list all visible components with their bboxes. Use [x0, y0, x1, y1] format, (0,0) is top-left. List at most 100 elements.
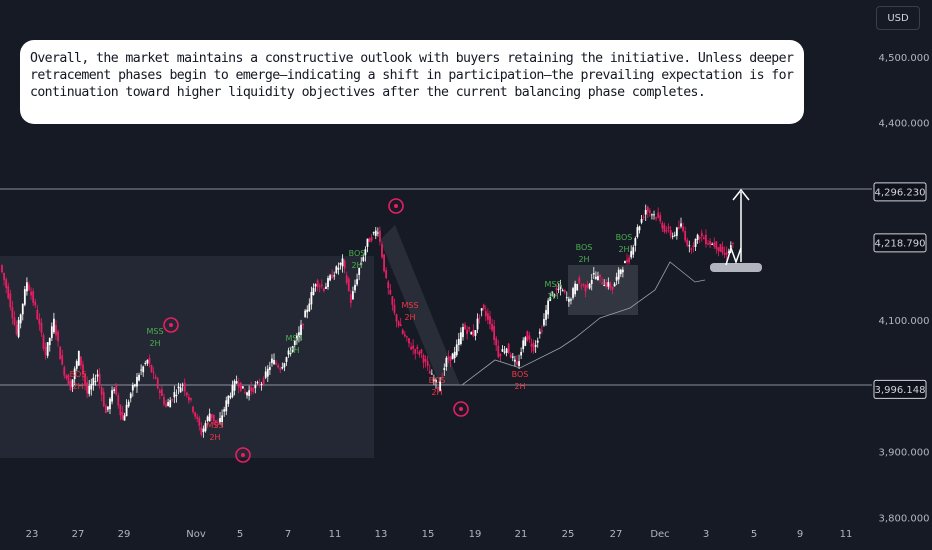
candle-body — [40, 322, 43, 333]
demand-zone — [568, 265, 638, 315]
bos-label: BOS — [70, 370, 87, 379]
candle-body — [73, 368, 76, 380]
price-axis[interactable]: 4,500.000 4,400.000 4,100.000 3,900.000 3,80… — [879, 53, 930, 525]
candle-body — [177, 386, 180, 389]
candle-body — [707, 243, 709, 245]
candle-body — [486, 313, 489, 320]
candle-body — [75, 361, 78, 369]
x-tick-label: 23 — [26, 529, 39, 540]
price-tag-box — [873, 233, 927, 253]
candle-body — [104, 405, 107, 414]
candle-body — [586, 284, 589, 288]
candle-body — [709, 241, 711, 245]
candle-body — [15, 325, 18, 334]
candle-body — [505, 348, 508, 353]
candle-body — [588, 283, 591, 289]
candle-body — [200, 427, 203, 435]
annotation-callout: Overall, the market maintains a construc… — [20, 40, 804, 124]
candle-body — [90, 383, 93, 390]
candle-body — [285, 357, 288, 362]
bos-label: BOS — [576, 243, 593, 252]
bos-tf-label: 2H — [578, 255, 589, 264]
candle-body — [594, 276, 597, 279]
candle-body — [38, 318, 41, 325]
candle-body — [482, 304, 485, 310]
candle-body — [84, 373, 86, 385]
candle-body — [140, 369, 143, 371]
x-tick-label: 15 — [422, 529, 435, 540]
price-tag: 4,296.230 — [873, 182, 927, 202]
candle-body — [65, 375, 68, 379]
candle-body — [470, 332, 473, 335]
candle-body — [50, 326, 53, 338]
structure-markers: MSS 2H BOS 2H MSS 2H MSS 2H BOS 2H MSS 2… — [70, 188, 762, 463]
candle-body — [322, 288, 325, 292]
candle-body — [657, 212, 660, 218]
candle-body — [345, 275, 348, 283]
candle-body — [528, 335, 531, 340]
candle-body — [617, 269, 620, 280]
mss-tf-label: 2H — [404, 313, 415, 322]
time-axis[interactable]: 23 27 29 Nov 5 7 11 13 15 19 21 25 27 Dec 3 5 9 11 — [26, 529, 853, 540]
candle-body — [680, 223, 682, 227]
candle-body — [675, 227, 678, 236]
candle-body — [129, 393, 132, 399]
y-tick-label: 4,400.000 — [879, 119, 930, 130]
bos-tf-label: 2H — [431, 388, 442, 397]
candle-body — [545, 310, 547, 320]
candle-body — [173, 392, 176, 398]
candle-body — [308, 303, 311, 312]
candle-body — [310, 292, 313, 305]
candle-body — [219, 418, 221, 423]
zigzag-projection — [725, 245, 742, 266]
candle-body — [160, 389, 163, 396]
candle-body — [387, 281, 390, 289]
candle-body — [171, 399, 174, 401]
candle-body — [445, 357, 448, 367]
candle-body — [391, 296, 394, 305]
candle-body — [408, 338, 410, 344]
candle-body — [125, 404, 128, 417]
candle-body — [493, 326, 496, 340]
candle-body — [196, 416, 199, 419]
candle-body — [7, 286, 10, 299]
candle-body — [484, 311, 487, 317]
candle-body — [167, 402, 170, 406]
x-tick-label: 13 — [375, 529, 388, 540]
pivot-marker-dot — [459, 407, 463, 411]
price-tag-label: 4,296.230 — [875, 187, 926, 198]
candle-body — [229, 395, 232, 398]
candle-body — [507, 343, 510, 354]
y-tick-label: 4,500.000 — [879, 53, 930, 64]
candle-body — [9, 293, 12, 308]
candle-body — [115, 383, 118, 395]
candle-body — [208, 413, 211, 422]
candle-body — [244, 392, 246, 394]
candle-body — [94, 381, 97, 383]
candle-body — [613, 283, 616, 287]
candle-body — [107, 406, 109, 410]
candle-body — [630, 251, 633, 258]
candle-body — [711, 243, 714, 245]
candle-body — [426, 361, 429, 366]
candle-body — [250, 387, 253, 392]
candle-body — [239, 382, 242, 391]
candle-body — [532, 342, 535, 352]
candle-body — [530, 343, 533, 347]
candle-body — [370, 237, 373, 241]
candle-body — [223, 409, 226, 412]
currency-button[interactable]: USD — [876, 6, 920, 30]
candle-body — [607, 282, 610, 287]
candle-body — [379, 230, 381, 242]
candle-body — [111, 390, 113, 402]
candle-body — [393, 304, 396, 313]
candle-body — [146, 360, 149, 364]
candle-body — [447, 356, 450, 360]
candle-body — [339, 262, 342, 265]
candle-body — [671, 235, 674, 237]
price-tag: 4,218.790 — [873, 233, 927, 253]
x-tick-label: 25 — [562, 529, 575, 540]
pivot-marker-icon — [453, 401, 469, 417]
y-tick-label: 3,800.000 — [879, 514, 930, 525]
